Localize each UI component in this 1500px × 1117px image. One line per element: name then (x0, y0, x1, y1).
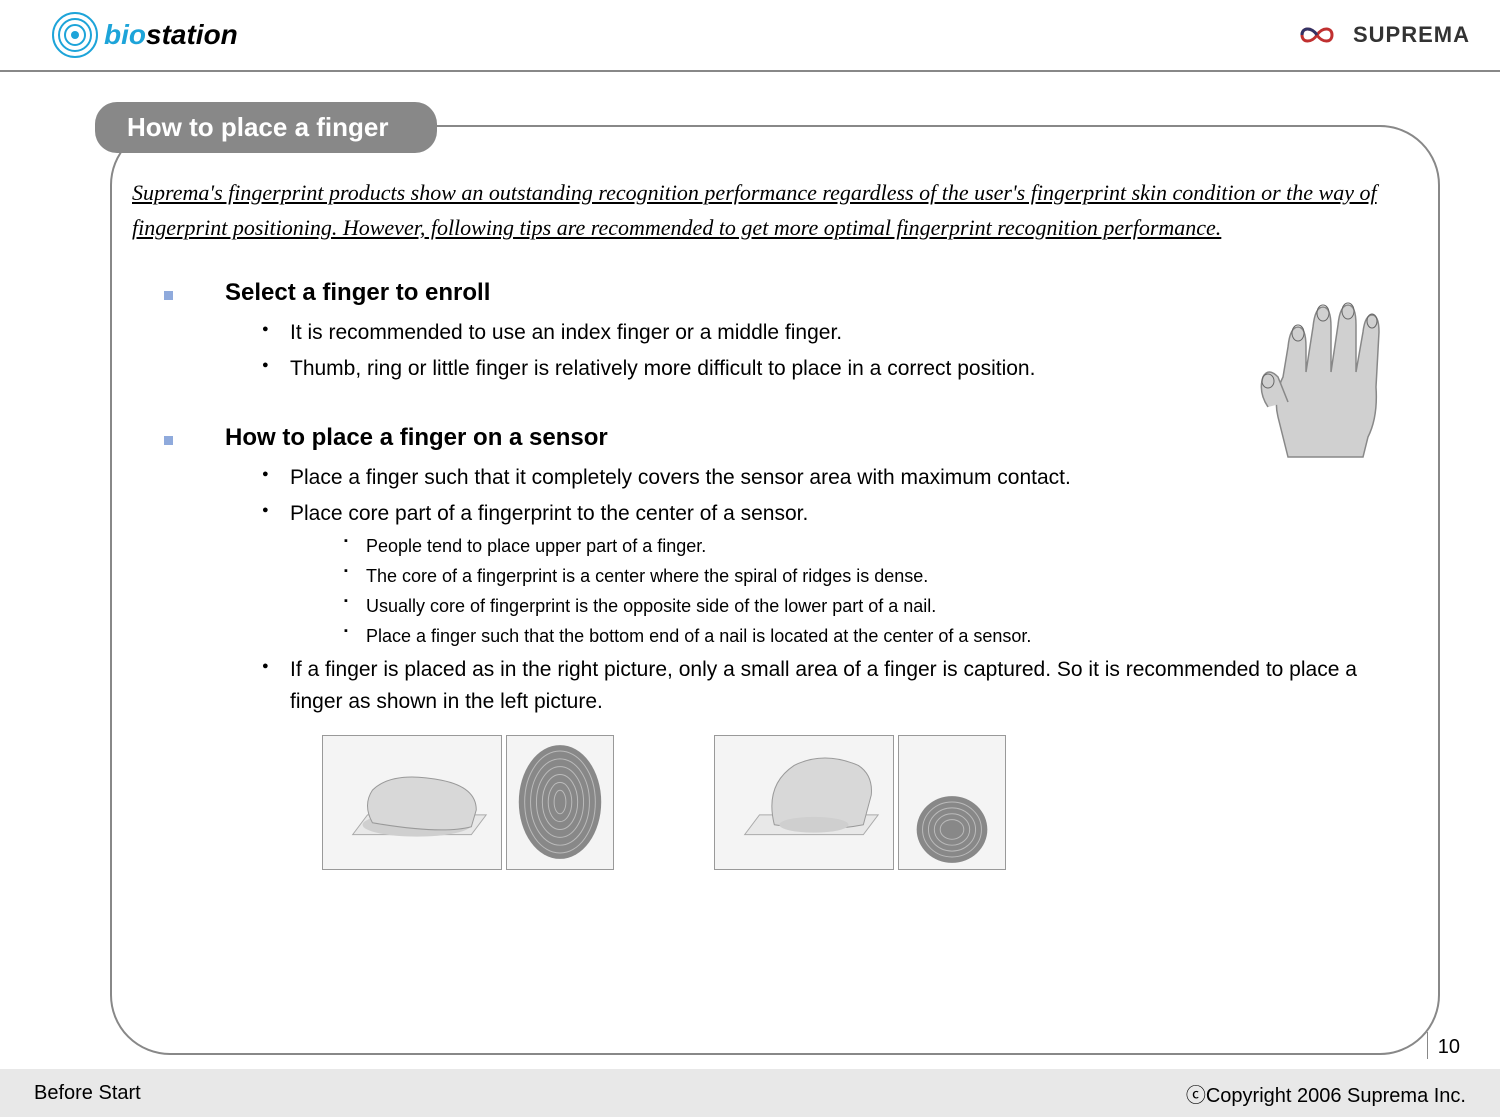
list-item: If a finger is placed as in the right pi… (262, 654, 1390, 717)
square-bullet-icon (164, 436, 173, 445)
sub-list-item: The core of a fingerprint is a center wh… (344, 563, 1390, 590)
square-bullet-icon (164, 291, 173, 300)
list-item-text: Place core part of a fingerprint to the … (290, 502, 808, 525)
main-panel: Suprema's fingerprint products show an o… (110, 125, 1440, 1055)
incorrect-sensor-image (714, 735, 894, 870)
sub-list-item: People tend to place upper part of a fin… (344, 533, 1390, 560)
infinity-icon (1287, 20, 1347, 50)
page-footer: Before Start ⓒCopyright 2006 Suprema Inc… (0, 1069, 1500, 1117)
content-area: How to place a finger Suprema's fingerpr… (0, 72, 1500, 112)
section-1-title: Select a finger to enroll (225, 279, 490, 307)
incorrect-fingerprint-image (898, 735, 1006, 870)
section-2-header: How to place a finger on a sensor (132, 424, 1390, 452)
correct-fingerprint-image (506, 735, 614, 870)
page-number: 10 (1427, 1032, 1460, 1059)
correct-sensor-image (322, 735, 502, 870)
section-2-bullets: Place a finger such that it completely c… (132, 462, 1390, 717)
suprema-logo: SUPREMA (1287, 20, 1470, 50)
section-1-header: Select a finger to enroll (132, 279, 1390, 307)
suprema-text: SUPREMA (1353, 22, 1470, 48)
biostation-text: biostation (104, 19, 238, 51)
section-1-bullets: It is recommended to use an index finger… (132, 317, 1390, 384)
incorrect-placement-pair (714, 735, 1006, 870)
biostation-logo: biostation (50, 10, 238, 60)
list-item: Place core part of a fingerprint to the … (262, 498, 1390, 651)
footer-copyright: ⓒCopyright 2006 Suprema Inc. (1186, 1079, 1466, 1108)
swirl-icon (50, 10, 100, 60)
sub-bullet-list: People tend to place upper part of a fin… (290, 533, 1390, 650)
section-2: How to place a finger on a sensor Place … (132, 424, 1390, 870)
sub-list-item: Place a finger such that the bottom end … (344, 623, 1390, 650)
placement-images-row (132, 735, 1390, 870)
list-item: It is recommended to use an index finger… (262, 317, 1390, 349)
footer-section-name: Before Start (34, 1082, 141, 1105)
section-2-title: How to place a finger on a sensor (225, 424, 608, 452)
section-1: Select a finger to enroll It is recommen… (132, 279, 1390, 384)
intro-paragraph: Suprema's fingerprint products show an o… (132, 175, 1390, 245)
correct-placement-pair (322, 735, 614, 870)
logo-bio-part: bio (104, 19, 146, 50)
logo-station-part: station (146, 19, 238, 50)
page-title-pill: How to place a finger (95, 102, 437, 153)
page-header: biostation SUPREMA (0, 0, 1500, 72)
list-item: Thumb, ring or little finger is relative… (262, 353, 1390, 385)
list-item: Place a finger such that it completely c… (262, 462, 1390, 494)
sub-list-item: Usually core of fingerprint is the oppos… (344, 593, 1390, 620)
